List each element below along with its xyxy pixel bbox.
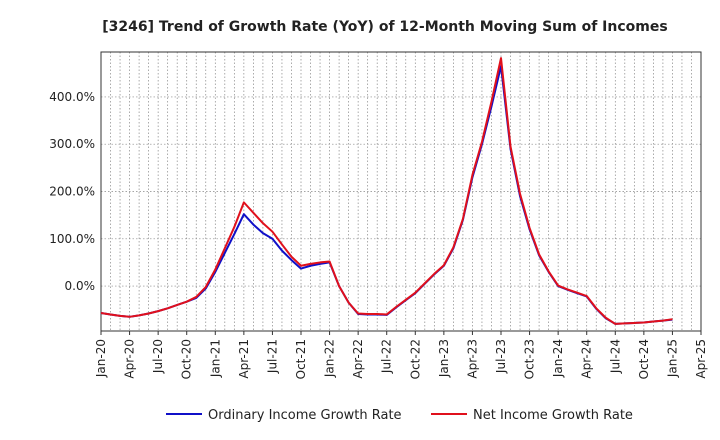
x-tick-label: Apr-23 bbox=[465, 339, 479, 379]
y-tick-label: 0.0% bbox=[65, 279, 96, 293]
y-tick-label: 100.0% bbox=[49, 232, 95, 246]
series-line-net-income bbox=[100, 57, 673, 325]
x-tick-label: Jul-22 bbox=[380, 339, 394, 374]
legend-label: Ordinary Income Growth Rate bbox=[208, 408, 402, 423]
chart-title: [3246] Trend of Growth Rate (YoY) of 12-… bbox=[102, 19, 667, 35]
x-tick-label: Apr-21 bbox=[237, 339, 251, 379]
x-tick-label: Jan-21 bbox=[208, 339, 222, 378]
x-tick-label: Jul-20 bbox=[151, 339, 165, 374]
x-tick-label: Jan-20 bbox=[94, 339, 108, 378]
x-tick-label: Jul-23 bbox=[494, 339, 508, 374]
x-axis: Jan-20 Apr-20 Jul-20 Oct-20 Jan-21 Apr-21 Jul-… bbox=[94, 331, 708, 379]
series-lines bbox=[100, 57, 673, 325]
x-tick-label: Apr-22 bbox=[351, 339, 365, 379]
grid bbox=[101, 52, 701, 331]
x-tick-label: Apr-20 bbox=[123, 339, 137, 379]
x-tick-label: Jan-25 bbox=[665, 339, 679, 378]
y-axis: 0.0% 100.0% 200.0% 300.0% 400.0% bbox=[49, 90, 95, 293]
y-tick-label: 200.0% bbox=[49, 185, 95, 199]
y-tick-label: 400.0% bbox=[49, 90, 95, 104]
legend-label: Net Income Growth Rate bbox=[473, 408, 633, 423]
x-tick-label: Jan-24 bbox=[551, 339, 565, 378]
x-tick-label: Jan-23 bbox=[437, 339, 451, 378]
x-tick-label: Oct-21 bbox=[294, 339, 308, 379]
plot-area bbox=[100, 51, 702, 332]
x-tick-label: Jan-22 bbox=[323, 339, 337, 378]
x-tick-label: Oct-23 bbox=[523, 339, 537, 379]
x-tick-label: Oct-24 bbox=[637, 339, 651, 379]
x-tick-label: Apr-25 bbox=[694, 339, 708, 379]
x-tick-label: Jul-21 bbox=[265, 339, 279, 374]
x-tick-label: Apr-24 bbox=[580, 339, 594, 379]
legend: Ordinary Income Growth Rate Net Income Gr… bbox=[166, 408, 633, 423]
x-tick-label: Oct-20 bbox=[180, 339, 194, 379]
y-tick-label: 300.0% bbox=[49, 137, 95, 151]
x-tick-label: Oct-22 bbox=[408, 339, 422, 379]
x-tick-label: Jul-24 bbox=[608, 339, 622, 374]
